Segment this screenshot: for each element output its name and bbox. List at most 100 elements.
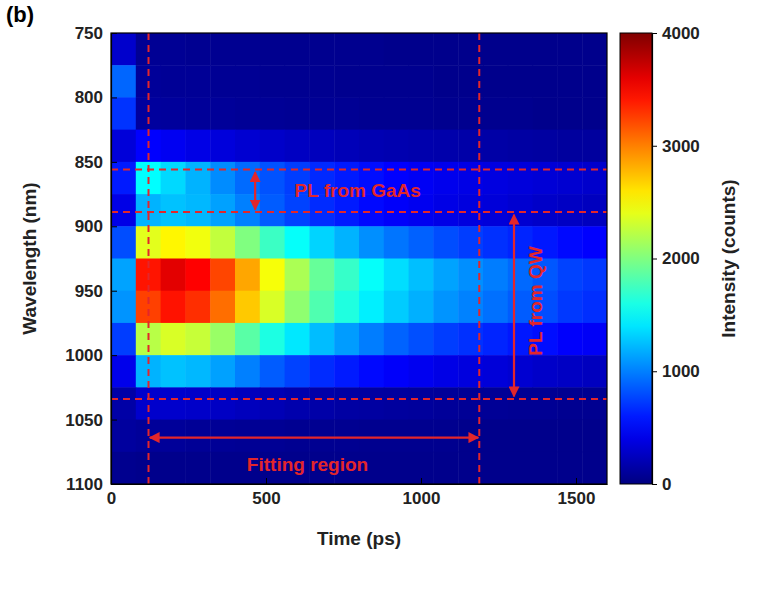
cell <box>384 65 409 98</box>
cell <box>582 387 607 420</box>
cell <box>161 420 186 453</box>
cell <box>161 33 186 66</box>
cell <box>508 387 533 420</box>
cell <box>161 194 186 227</box>
cell <box>508 130 533 163</box>
cell <box>285 226 310 259</box>
cell <box>136 387 161 420</box>
cell <box>508 355 533 388</box>
cell <box>334 226 359 259</box>
cell <box>359 291 384 324</box>
cell <box>409 33 434 66</box>
cell <box>384 33 409 66</box>
cell <box>260 420 285 453</box>
cell <box>409 387 434 420</box>
cell <box>582 452 607 484</box>
cell <box>309 323 334 356</box>
cell <box>433 387 458 420</box>
cell <box>185 194 210 227</box>
cell <box>309 130 334 163</box>
cell <box>557 226 582 259</box>
tick-label: 950 <box>75 282 103 301</box>
cell <box>359 420 384 453</box>
cell <box>210 291 235 324</box>
cell <box>409 291 434 324</box>
cell <box>359 65 384 98</box>
cell <box>260 97 285 130</box>
tick-label: 4000 <box>662 24 700 43</box>
cell <box>433 355 458 388</box>
tick: 1050 <box>65 411 117 430</box>
cell <box>557 65 582 98</box>
cell <box>260 291 285 324</box>
cell <box>582 65 607 98</box>
cell <box>483 162 508 195</box>
cell <box>359 97 384 130</box>
tick-mark <box>652 33 657 34</box>
tick: 950 <box>75 282 117 301</box>
cell <box>185 259 210 292</box>
cell <box>409 355 434 388</box>
tick: 0 <box>652 475 671 494</box>
cell <box>285 420 310 453</box>
cell <box>309 387 334 420</box>
cell <box>185 130 210 163</box>
cell <box>384 452 409 484</box>
cell <box>409 452 434 484</box>
cell <box>359 323 384 356</box>
tick: 800 <box>75 88 117 107</box>
cell <box>557 194 582 227</box>
cell <box>533 420 558 453</box>
cell <box>210 162 235 195</box>
cell <box>458 387 483 420</box>
cell <box>458 97 483 130</box>
cell <box>309 65 334 98</box>
cell <box>185 355 210 388</box>
tick-mark <box>111 291 117 292</box>
cell <box>359 226 384 259</box>
cell <box>334 33 359 66</box>
cell <box>508 194 533 227</box>
cell <box>260 194 285 227</box>
cell <box>384 97 409 130</box>
cell <box>433 97 458 130</box>
cell <box>334 387 359 420</box>
cell <box>235 194 260 227</box>
cell <box>458 291 483 324</box>
cell <box>210 194 235 227</box>
cell <box>260 65 285 98</box>
tick-label: 750 <box>75 24 103 43</box>
colorbar-title: Intensity (counts) <box>718 179 739 337</box>
cell <box>483 291 508 324</box>
cell <box>285 259 310 292</box>
cell <box>111 97 136 130</box>
tick-label: 500 <box>252 489 280 508</box>
cell <box>359 355 384 388</box>
cell <box>359 33 384 66</box>
tick-label: 1000 <box>65 346 103 365</box>
cell <box>185 420 210 453</box>
cell <box>185 162 210 195</box>
cell <box>285 97 310 130</box>
cell <box>433 323 458 356</box>
cell <box>161 130 186 163</box>
cell <box>210 420 235 453</box>
cell <box>409 130 434 163</box>
cell <box>235 33 260 66</box>
cell <box>260 162 285 195</box>
chart: 050010001500750800850900950100010501100T… <box>0 0 760 599</box>
cell <box>309 97 334 130</box>
cell <box>508 65 533 98</box>
cell <box>557 323 582 356</box>
annotation: PL from GaAs <box>295 180 421 201</box>
cell <box>433 130 458 163</box>
x-axis: 050010001500 <box>107 478 608 508</box>
cell <box>483 259 508 292</box>
reference-line <box>111 169 607 171</box>
tick-label: 900 <box>75 217 103 236</box>
tick-label: 1000 <box>662 362 700 381</box>
cell <box>533 194 558 227</box>
cell <box>334 291 359 324</box>
cell <box>582 194 607 227</box>
cell <box>483 194 508 227</box>
